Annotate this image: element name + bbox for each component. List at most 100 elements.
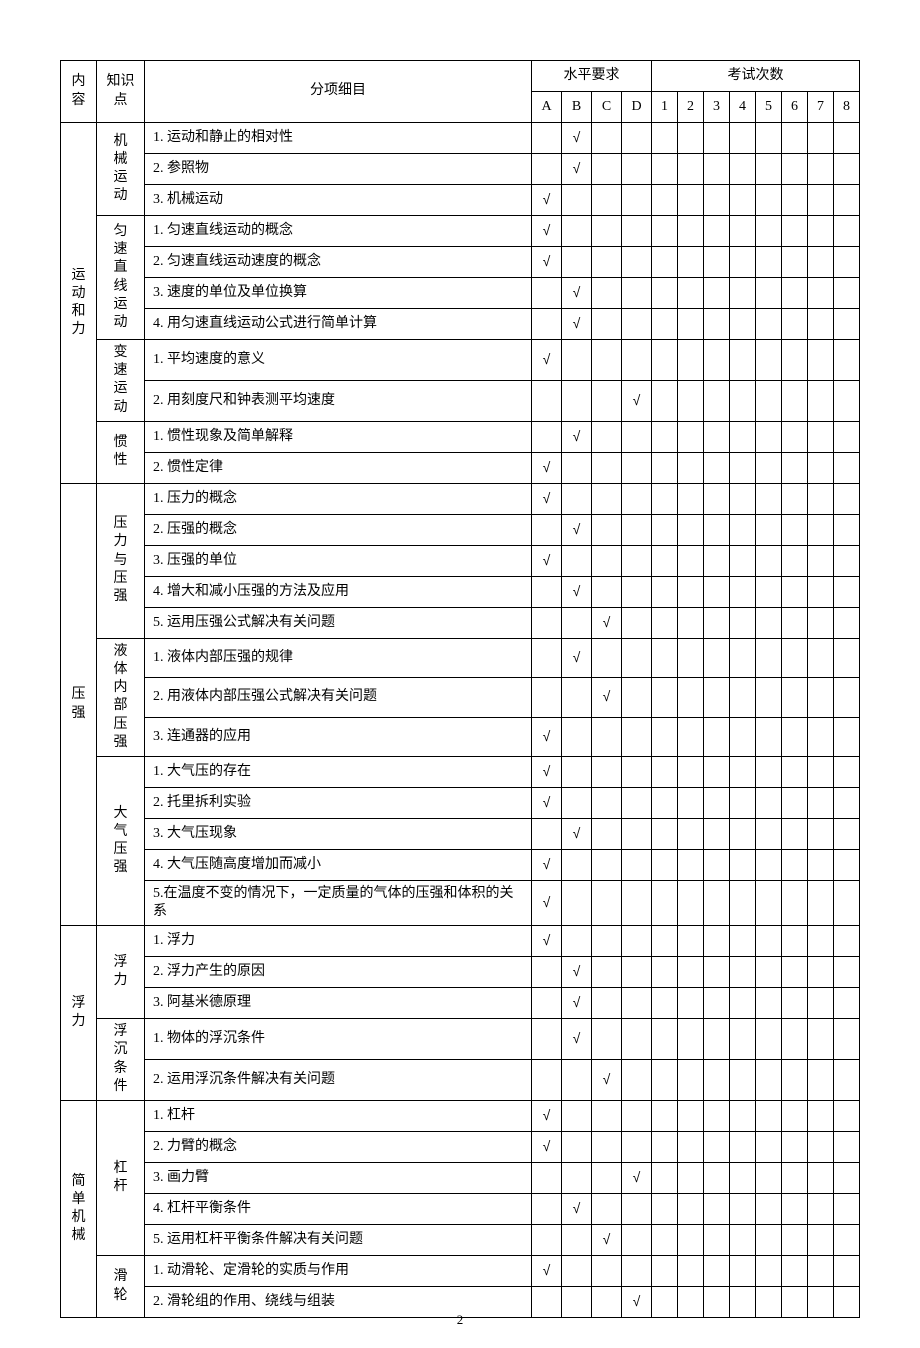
count-cell-6 xyxy=(782,818,808,849)
level-cell-b: √ xyxy=(562,421,592,452)
count-cell-8 xyxy=(834,957,860,988)
count-cell-4 xyxy=(730,1101,756,1132)
count-cell-7 xyxy=(808,380,834,421)
count-cell-8 xyxy=(834,607,860,638)
check-icon: √ xyxy=(633,1169,641,1185)
count-cell-4 xyxy=(730,309,756,340)
level-cell-d xyxy=(622,514,652,545)
count-cell-7 xyxy=(808,1132,834,1163)
item-cell: 1. 液体内部压强的规律 xyxy=(145,638,532,677)
count-cell-6 xyxy=(782,185,808,216)
hdr-count-3: 3 xyxy=(704,92,730,123)
level-cell-d xyxy=(622,185,652,216)
count-cell-1 xyxy=(652,1256,678,1287)
count-cell-7 xyxy=(808,607,834,638)
count-cell-1 xyxy=(652,452,678,483)
count-cell-3 xyxy=(704,717,730,756)
count-cell-7 xyxy=(808,988,834,1019)
count-cell-3 xyxy=(704,452,730,483)
count-cell-6 xyxy=(782,216,808,247)
count-cell-6 xyxy=(782,607,808,638)
level-cell-c xyxy=(592,309,622,340)
level-cell-d xyxy=(622,787,652,818)
count-cell-8 xyxy=(834,514,860,545)
count-cell-2 xyxy=(678,421,704,452)
category-cell: 浮力 xyxy=(61,926,97,1101)
count-cell-7 xyxy=(808,638,834,677)
level-cell-d: √ xyxy=(622,380,652,421)
count-cell-3 xyxy=(704,154,730,185)
count-cell-8 xyxy=(834,717,860,756)
level-cell-c xyxy=(592,576,622,607)
count-cell-6 xyxy=(782,309,808,340)
count-cell-2 xyxy=(678,340,704,381)
hdr-count-8: 8 xyxy=(834,92,860,123)
check-icon: √ xyxy=(543,894,551,910)
level-cell-a xyxy=(532,421,562,452)
item-cell: 1. 运动和静止的相对性 xyxy=(145,123,532,154)
table-row: 5.在温度不变的情况下，一定质量的气体的压强和体积的关系√ xyxy=(61,880,860,925)
count-cell-4 xyxy=(730,880,756,925)
count-cell-4 xyxy=(730,787,756,818)
count-cell-3 xyxy=(704,123,730,154)
level-cell-d xyxy=(622,1060,652,1101)
level-cell-a: √ xyxy=(532,849,562,880)
level-cell-b xyxy=(562,607,592,638)
level-cell-b: √ xyxy=(562,154,592,185)
count-cell-7 xyxy=(808,957,834,988)
item-cell: 2. 压强的概念 xyxy=(145,514,532,545)
level-cell-c xyxy=(592,1194,622,1225)
count-cell-2 xyxy=(678,849,704,880)
count-cell-5 xyxy=(756,216,782,247)
count-cell-1 xyxy=(652,247,678,278)
check-icon: √ xyxy=(543,490,551,506)
count-cell-3 xyxy=(704,880,730,925)
count-cell-7 xyxy=(808,340,834,381)
count-cell-7 xyxy=(808,278,834,309)
level-cell-b xyxy=(562,1101,592,1132)
item-cell: 1. 平均速度的意义 xyxy=(145,340,532,381)
item-cell: 1. 动滑轮、定滑轮的实质与作用 xyxy=(145,1256,532,1287)
count-cell-5 xyxy=(756,787,782,818)
level-cell-d xyxy=(622,340,652,381)
item-cell: 1. 压力的概念 xyxy=(145,483,532,514)
level-cell-d xyxy=(622,849,652,880)
level-cell-d xyxy=(622,1256,652,1287)
count-cell-5 xyxy=(756,957,782,988)
level-cell-a: √ xyxy=(532,452,562,483)
category-cell: 简单机械 xyxy=(61,1101,97,1318)
level-cell-a: √ xyxy=(532,926,562,957)
count-cell-1 xyxy=(652,756,678,787)
count-cell-2 xyxy=(678,216,704,247)
level-cell-d xyxy=(622,309,652,340)
count-cell-6 xyxy=(782,756,808,787)
count-cell-7 xyxy=(808,1256,834,1287)
table-row: 4. 杠杆平衡条件√ xyxy=(61,1194,860,1225)
check-icon: √ xyxy=(573,649,581,665)
level-cell-a xyxy=(532,638,562,677)
check-icon: √ xyxy=(573,129,581,145)
count-cell-2 xyxy=(678,988,704,1019)
count-cell-8 xyxy=(834,1225,860,1256)
check-icon: √ xyxy=(543,459,551,475)
item-cell: 2. 用刻度尺和钟表测平均速度 xyxy=(145,380,532,421)
count-cell-8 xyxy=(834,1256,860,1287)
count-cell-4 xyxy=(730,123,756,154)
knowledge-point-cell: 浮沉条件 xyxy=(97,1019,145,1101)
item-cell: 2. 运用浮沉条件解决有关问题 xyxy=(145,1060,532,1101)
count-cell-2 xyxy=(678,957,704,988)
item-cell: 3. 画力臂 xyxy=(145,1163,532,1194)
level-cell-b xyxy=(562,717,592,756)
hdr-count-group: 考试次数 xyxy=(652,61,860,92)
count-cell-7 xyxy=(808,123,834,154)
count-cell-3 xyxy=(704,1256,730,1287)
count-cell-6 xyxy=(782,340,808,381)
count-cell-1 xyxy=(652,678,678,717)
count-cell-5 xyxy=(756,880,782,925)
check-icon: √ xyxy=(603,688,611,704)
level-cell-a xyxy=(532,278,562,309)
count-cell-3 xyxy=(704,787,730,818)
count-cell-3 xyxy=(704,421,730,452)
table-row: 惯性1. 惯性现象及简单解释√ xyxy=(61,421,860,452)
level-cell-c xyxy=(592,452,622,483)
